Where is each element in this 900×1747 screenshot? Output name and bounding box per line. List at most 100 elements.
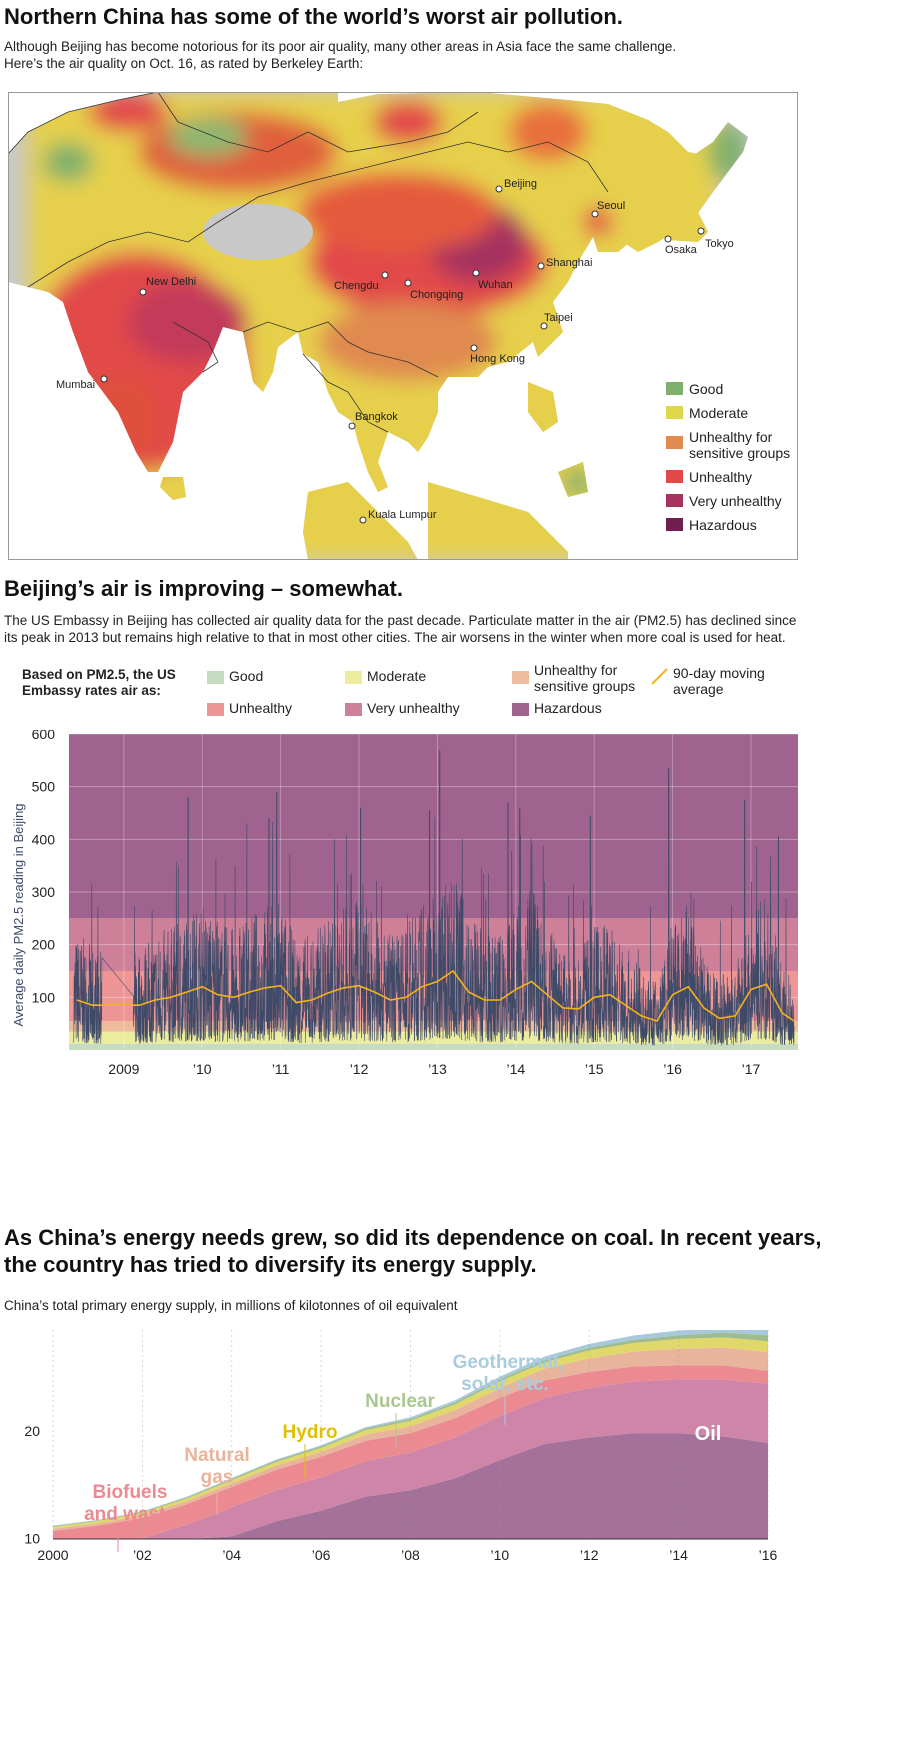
x-tick-label: ’12	[580, 1547, 599, 1563]
legend-swatch-good	[666, 382, 683, 395]
x-tick-label: ’17	[742, 1061, 761, 1077]
x-tick-label: ’11	[272, 1061, 290, 1077]
x-axis-ticks: 2009 ’10 ’11 ’12 ’13 ’14 ’15 ’16 ’17	[108, 1061, 760, 1077]
legend-swatch-hazardous	[512, 703, 529, 716]
x-tick-label: ’13	[428, 1061, 447, 1077]
country-borders	[8, 92, 609, 433]
x-tick-label: ’14	[506, 1061, 525, 1077]
legend-label-very-unhealthy: Very unhealthy	[689, 493, 782, 509]
city-label: Beijing	[504, 178, 537, 190]
legend-label-good: Good	[689, 381, 723, 397]
area-coal	[53, 1433, 768, 1539]
x-axis-ticks: 2000 ’02 ’04 ’06 ’08 ’10 ’12 ’14 ’16	[37, 1547, 777, 1563]
annotation-nuclear: Nuclear	[365, 1391, 435, 1412]
legend-label-unhealthy: Unhealthy	[689, 469, 752, 485]
annotation-biofuels-2: and waste	[84, 1504, 176, 1525]
annotation-natural-gas: Natural	[184, 1445, 249, 1466]
city-label: New Delhi	[146, 276, 196, 288]
city-label: Shanghai	[546, 257, 593, 269]
daily-readings-line	[73, 750, 795, 1046]
x-tick-label: 2000	[37, 1547, 68, 1563]
city-label: Taipei	[544, 312, 573, 324]
legend-swatch-good	[207, 671, 224, 684]
y-axis-ticks: 10 20 30	[24, 1330, 40, 1547]
city-label: Tokyo	[705, 238, 734, 250]
legend-swatch-very-unhealthy	[666, 494, 683, 507]
aqi-band	[69, 1021, 798, 1032]
legend-label-good: Good	[229, 668, 264, 684]
legend-swatch-very-unhealthy	[345, 703, 362, 716]
legend-label-hazardous: Hazardous	[534, 700, 602, 716]
y-tick-label: 10	[24, 1531, 40, 1547]
y-tick-label: 30	[24, 1330, 40, 1332]
pm25-section-description: The US Embassy in Beijing has collected …	[4, 613, 797, 645]
annotation-coal: Coal	[624, 1576, 680, 1606]
aqi-band	[69, 1043, 798, 1050]
city-label: Mumbai	[56, 379, 95, 391]
x-tick-label: ’02	[133, 1547, 152, 1563]
map-section-description: Although Beijing has become notorious fo…	[4, 39, 677, 71]
legend-swatch-unhealthy	[666, 470, 683, 483]
city-label: Seoul	[597, 200, 625, 212]
annotation-natural-gas-2: gas	[201, 1467, 234, 1488]
y-tick-label: 400	[32, 831, 56, 847]
x-tick-label: ’15	[585, 1061, 604, 1077]
energy-supply-chart: 10 20 30 2000 ’02 ’04 ’06 ’08 ’10 ’12 ’14 ’16 Biof…	[24, 1330, 778, 1606]
map-legend: Good Moderate Unhealthy for sensitive gr…	[666, 381, 790, 533]
legend-swatch-hazardous	[666, 518, 683, 531]
x-tick-label: ’16	[663, 1061, 682, 1077]
x-tick-label: ’10	[193, 1061, 212, 1077]
x-tick-label: ’04	[222, 1547, 241, 1563]
annotation-oil: Oil	[695, 1423, 722, 1445]
legend-label-moving-average: 90-day moving average	[673, 665, 765, 697]
legend-label-moderate: Moderate	[367, 668, 427, 684]
daily-pm25-series	[73, 750, 795, 1046]
y-axis-label: Average daily PM2.5 reading in Beijing	[11, 803, 26, 1026]
legend-label-moderate: Moderate	[689, 405, 748, 421]
x-tick-label: ’12	[350, 1061, 369, 1077]
legend-label-unhealthy: Unhealthy	[229, 700, 293, 716]
city-label: Hong Kong	[470, 353, 525, 365]
moving-average-line	[76, 969, 795, 1022]
y-tick-label: 200	[32, 937, 56, 953]
city-label: Wuhan	[478, 279, 513, 291]
city-label: Osaka	[665, 244, 698, 256]
annotation-geothermal-2: solar, etc.	[461, 1374, 549, 1395]
x-tick-label: ’08	[401, 1547, 420, 1563]
energy-section-title: As China’s energy needs grew, so did its…	[4, 1225, 822, 1277]
x-tick-label: ’16	[759, 1547, 778, 1563]
legend-label-very-unhealthy: Very unhealthy	[367, 700, 460, 716]
city-label: Kuala Lumpur	[368, 509, 437, 521]
legend-swatch-usg	[512, 671, 529, 684]
x-tick-label: ’06	[312, 1547, 331, 1563]
desert-gray-area	[203, 204, 313, 260]
x-tick-label: ’10	[491, 1547, 510, 1563]
x-tick-label: 2009	[108, 1061, 139, 1077]
y-tick-label: 100	[32, 989, 56, 1005]
gridlines	[52, 1330, 769, 1540]
air-quality-map: Beijing Seoul Osaka Tokyo Shanghai Cheng…	[8, 92, 798, 560]
annotation-geothermal: Geothermal,	[453, 1352, 564, 1373]
energy-section-subtitle: China’s total primary energy supply, in …	[4, 1298, 458, 1313]
x-tick-label: ’14	[669, 1547, 688, 1563]
area-oil	[53, 1379, 768, 1539]
y-axis-ticks: 100 200 300 400 500 600	[32, 730, 56, 1005]
legend-label-hazardous: Hazardous	[689, 517, 757, 533]
city-label: Bangkok	[355, 411, 398, 423]
area-annotations: Biofuels and waste Natural gas Hydro Nuc…	[84, 1352, 721, 1606]
legend-swatch-moderate	[345, 671, 362, 684]
annotation-biofuels: Biofuels	[93, 1482, 168, 1503]
y-tick-label: 20	[24, 1423, 40, 1439]
y-tick-label: 500	[32, 779, 56, 795]
map-frame	[8, 92, 798, 560]
pm25-section-title: Beijing’s air is improving – somewhat.	[4, 576, 403, 601]
map-section-title: Northern China has some of the world’s w…	[4, 4, 623, 29]
legend-swatch-moderate	[666, 406, 683, 419]
city-label: Chongqing	[410, 289, 463, 301]
legend-label-usg-2: sensitive groups	[689, 445, 790, 461]
legend-label-usg: Unhealthy for sensitive groups	[534, 662, 636, 694]
legend-intro: Based on PM2.5, the US Embassy rates air…	[22, 667, 176, 698]
city-label: Chengdu	[334, 280, 379, 292]
moving-average-legend-icon	[651, 668, 668, 685]
legend-label-usg: Unhealthy for	[689, 429, 773, 445]
